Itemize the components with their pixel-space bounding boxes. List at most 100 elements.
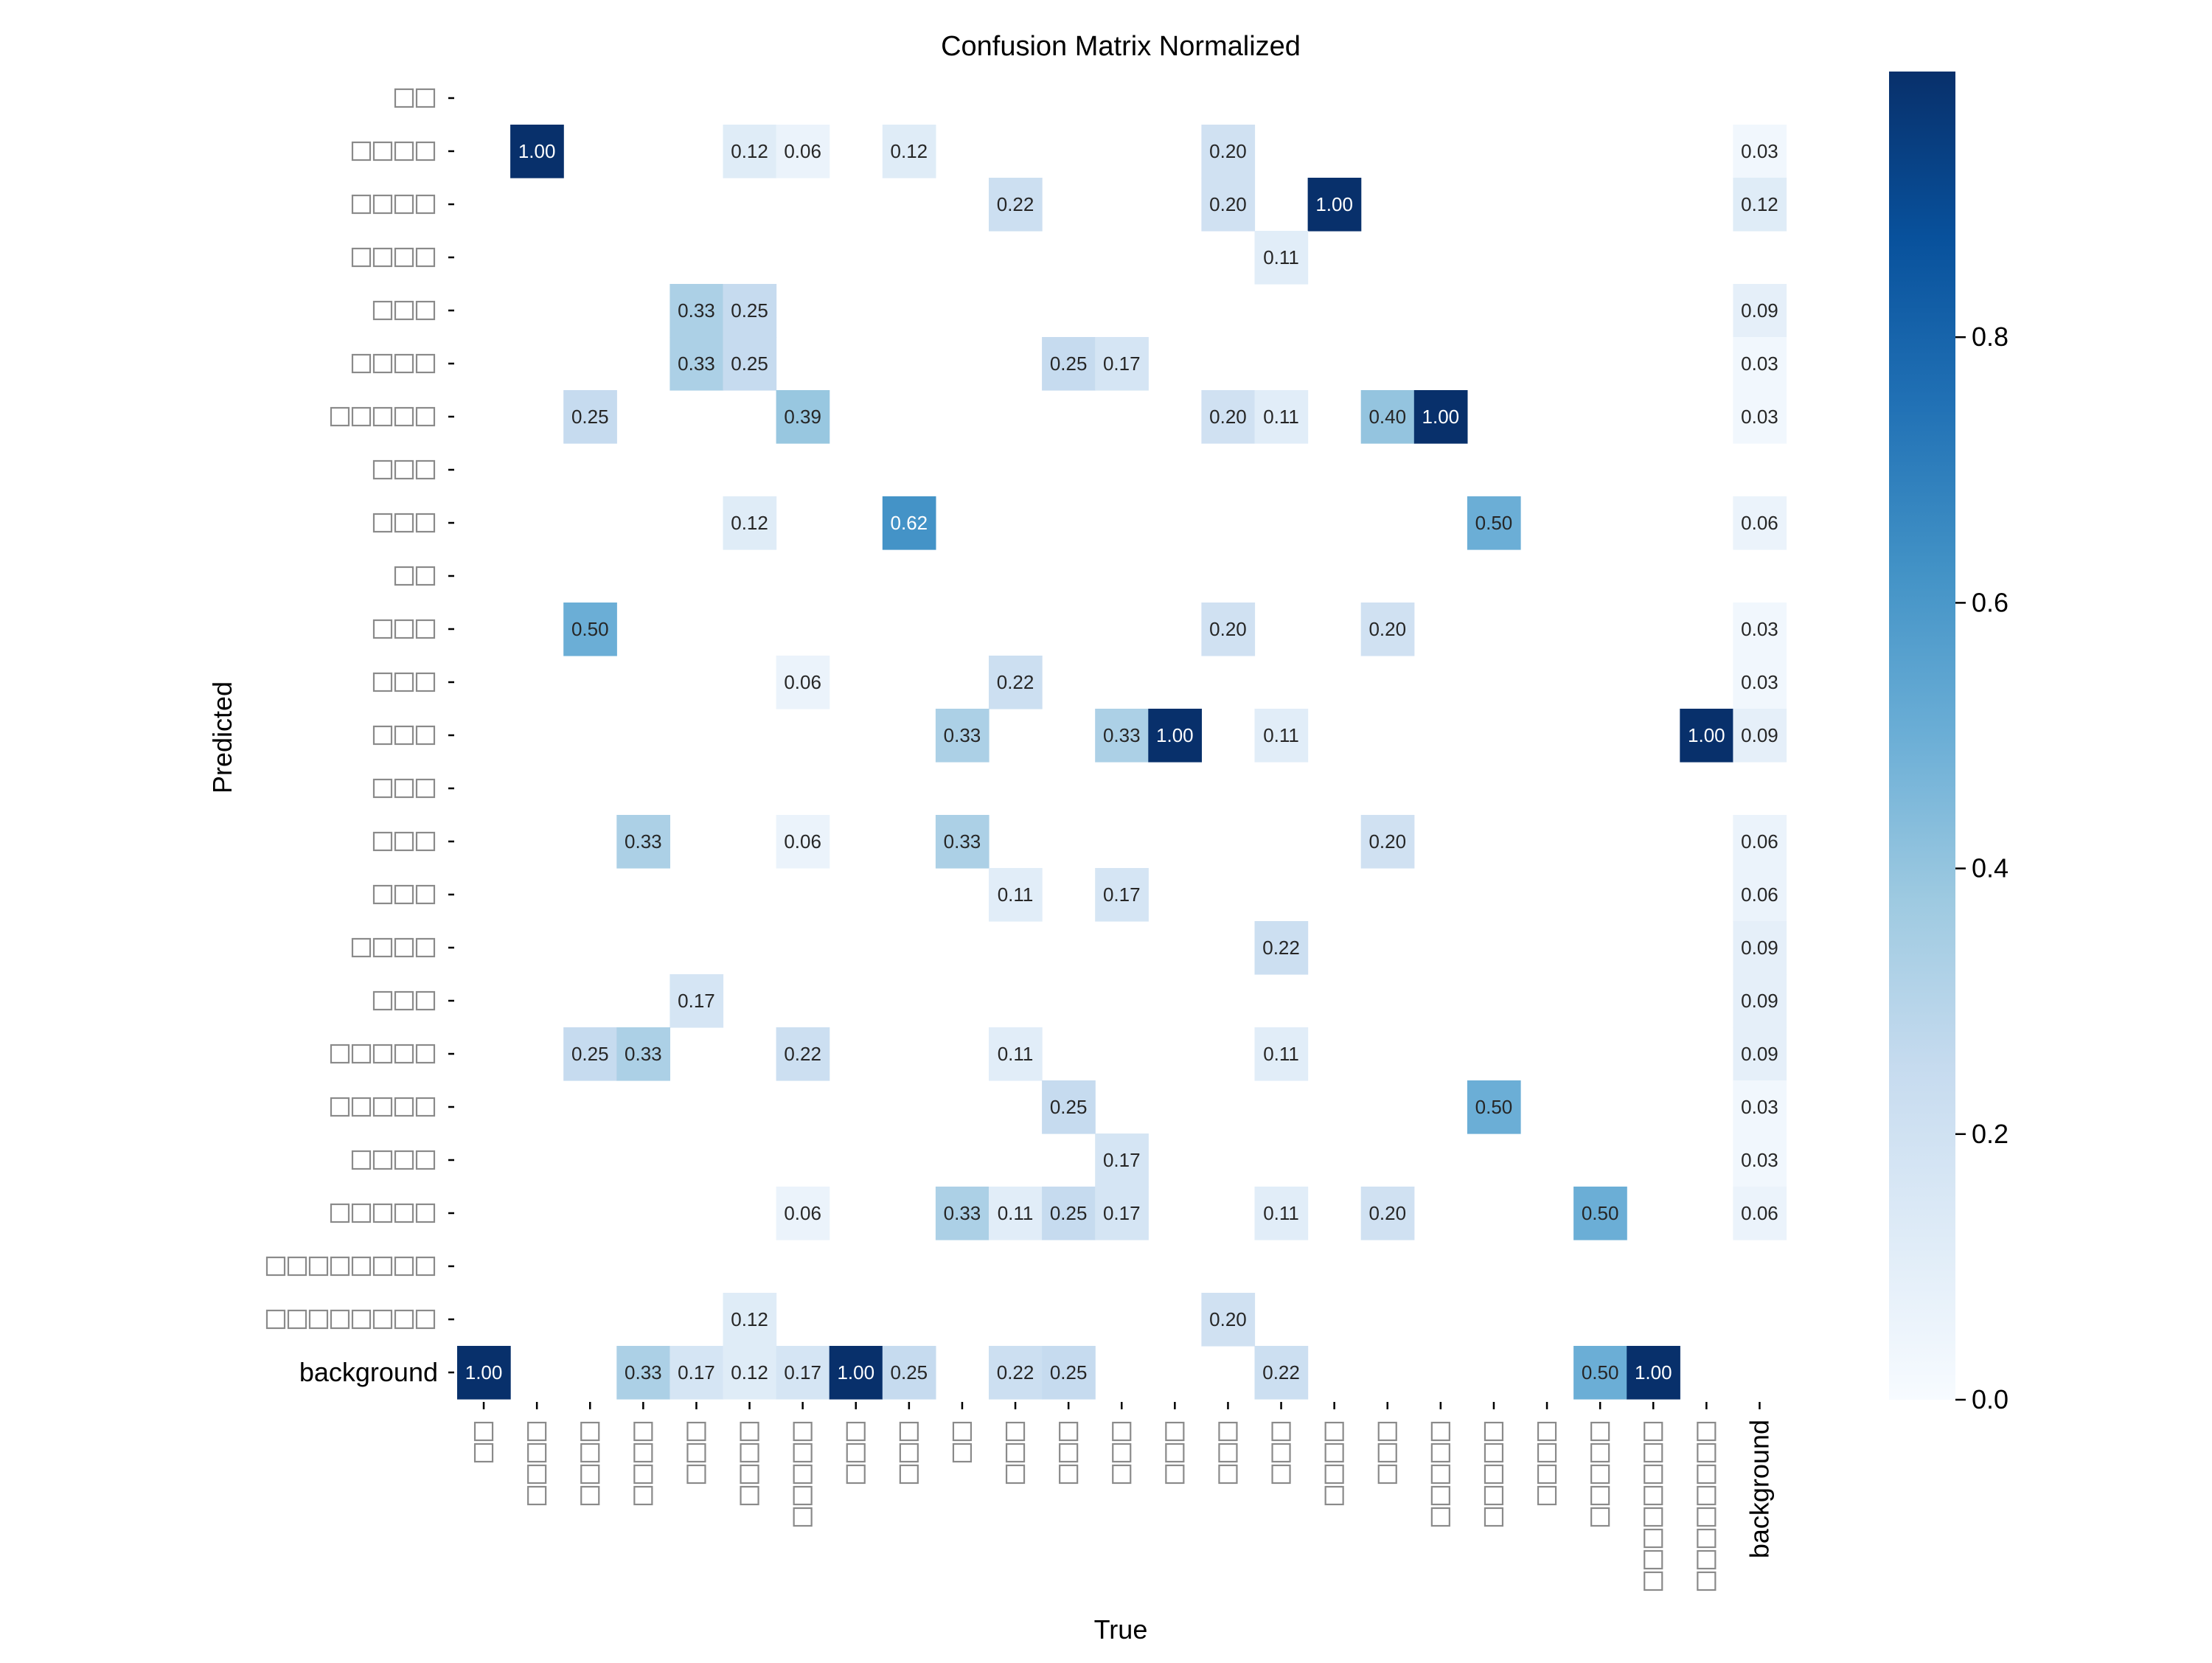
cell-value-label: 0.17 bbox=[1103, 1149, 1141, 1171]
x-tick-label: background bbox=[1744, 1420, 1774, 1558]
heatmap-cell bbox=[1573, 1187, 1627, 1240]
heatmap-cell bbox=[989, 1187, 1043, 1240]
cell-value-label: 0.33 bbox=[944, 724, 981, 746]
heatmap-cell bbox=[1733, 1080, 1787, 1134]
colorbar-tick-label: 0.0 bbox=[1972, 1384, 2008, 1414]
cell-value-label: 0.33 bbox=[625, 830, 662, 853]
cell-value-label: 0.03 bbox=[1741, 618, 1778, 640]
tick-label: □□□□ bbox=[527, 1421, 547, 1506]
cell-value-label: 0.33 bbox=[1103, 724, 1141, 746]
tick-label: □□□ bbox=[372, 513, 436, 533]
heatmap-cell bbox=[1042, 1346, 1096, 1400]
tick-label: □□□□ bbox=[351, 194, 436, 215]
heatmap-cell bbox=[882, 125, 936, 178]
cell-value-label: 1.00 bbox=[1315, 193, 1353, 215]
tick-label: □□ bbox=[952, 1421, 973, 1463]
heatmap-cell bbox=[1733, 921, 1787, 975]
heatmap-cell bbox=[882, 496, 936, 550]
heatmap-cell bbox=[1254, 1027, 1309, 1081]
heatmap-cell bbox=[563, 603, 617, 656]
tick-label: □□□ bbox=[1059, 1421, 1079, 1485]
heatmap-cell bbox=[935, 815, 990, 869]
tick-label: □□□ bbox=[372, 778, 436, 799]
cell-value-label: 0.20 bbox=[1209, 618, 1247, 640]
heatmap-cell bbox=[669, 284, 724, 338]
tick-label: □□□□□ bbox=[330, 1097, 436, 1117]
tick-label: □□□ bbox=[372, 672, 436, 692]
cell-value-label: 0.20 bbox=[1368, 830, 1406, 853]
cell-value-label: 0.50 bbox=[1582, 1202, 1619, 1224]
chart-title: Confusion Matrix Normalized bbox=[941, 31, 1301, 62]
cell-value-label: 1.00 bbox=[1156, 724, 1194, 746]
y-axis-ticks: □□□□□□□□□□□□□□□□□□□□□□□□□□□□□□□□□□□□□□□□… bbox=[265, 88, 454, 1387]
tick-label: □□ bbox=[394, 88, 436, 108]
tick-label: □□□□ bbox=[351, 141, 436, 162]
heatmap-cell bbox=[1095, 1187, 1149, 1240]
cell-value-label: 0.03 bbox=[1741, 1096, 1778, 1118]
x-axis-ticks: □□□□□□□□□□□□□□□□□□□□□□□□□□□□□□□□□□□□□□□□… bbox=[473, 1402, 1774, 1591]
tick-label: □□□□□ bbox=[793, 1421, 813, 1527]
heatmap-cell bbox=[829, 1346, 883, 1400]
heatmap-cell bbox=[563, 390, 617, 444]
tick-label: □□□ bbox=[1218, 1421, 1238, 1485]
tick-label: □□□□□ bbox=[330, 406, 436, 427]
cell-value-label: 0.22 bbox=[997, 671, 1034, 693]
cell-value-label: 0.25 bbox=[571, 1043, 609, 1065]
cell-value-label: 0.09 bbox=[1741, 1043, 1778, 1065]
tick-label: □□□ bbox=[372, 725, 436, 746]
cell-value-label: 0.12 bbox=[731, 1308, 768, 1330]
cell-value-label: 0.20 bbox=[1209, 406, 1247, 428]
cell-value-label: 0.22 bbox=[1262, 937, 1300, 959]
heatmap-cell bbox=[616, 815, 670, 869]
cell-value-label: 0.03 bbox=[1741, 353, 1778, 375]
x-axis-label: True bbox=[1094, 1614, 1148, 1645]
heatmap-cell bbox=[1201, 390, 1256, 444]
heatmap-cell bbox=[1733, 974, 1787, 1028]
heatmap-cell bbox=[1733, 1133, 1787, 1187]
cell-value-label: 0.20 bbox=[1209, 1308, 1247, 1330]
cell-value-label: 0.22 bbox=[784, 1043, 821, 1065]
tick-label: □□□□□ bbox=[330, 1203, 436, 1223]
heatmap-cell bbox=[723, 1293, 777, 1347]
cell-value-label: 0.50 bbox=[1475, 512, 1513, 534]
tick-label: □□□□ bbox=[633, 1421, 653, 1506]
heatmap-cell bbox=[563, 1027, 617, 1081]
cell-value-label: 0.06 bbox=[784, 140, 821, 162]
tick-label: □□□□□□□□ bbox=[1697, 1421, 1717, 1591]
tick-label: □□□□□□□□ bbox=[1644, 1421, 1663, 1591]
heatmap-cell bbox=[1733, 815, 1787, 869]
cell-value-label: 0.06 bbox=[1741, 883, 1778, 906]
colorbar-tick-label: 0.8 bbox=[1972, 322, 2008, 352]
cell-value-label: 0.17 bbox=[1103, 353, 1141, 375]
heatmap-cell bbox=[1627, 1346, 1680, 1400]
cell-value-label: 0.11 bbox=[1263, 246, 1299, 268]
heatmap-cell bbox=[1148, 709, 1202, 763]
heatmap-cell bbox=[723, 284, 777, 338]
cell-value-label: 0.17 bbox=[1103, 1202, 1141, 1224]
tick-label: □□□ bbox=[372, 831, 436, 852]
tick-label: □□□□□□□□ bbox=[265, 1256, 436, 1277]
heatmap-cell bbox=[1201, 125, 1256, 178]
cell-value-label: 0.09 bbox=[1741, 299, 1778, 322]
cell-value-label: 0.33 bbox=[625, 1361, 662, 1383]
heatmap-cell bbox=[616, 1027, 670, 1081]
cell-value-label: 0.20 bbox=[1368, 618, 1406, 640]
tick-label: □□□ bbox=[899, 1421, 919, 1485]
heatmap-cell bbox=[1201, 603, 1256, 656]
cell-value-label: 0.06 bbox=[784, 1202, 821, 1224]
heatmap-cell bbox=[1254, 709, 1309, 763]
tick-label: □□□ bbox=[372, 884, 436, 905]
cell-value-label: 0.09 bbox=[1741, 990, 1778, 1012]
heatmap-cell bbox=[723, 1346, 777, 1400]
tick-label: □□□□□□□□ bbox=[265, 1309, 436, 1330]
heatmap-cell bbox=[776, 656, 830, 709]
cell-value-label: 0.62 bbox=[891, 512, 928, 534]
heatmap-cell bbox=[1733, 390, 1787, 444]
cell-value-label: 1.00 bbox=[1422, 406, 1460, 428]
cell-value-label: 0.11 bbox=[1263, 406, 1299, 428]
heatmap-cell bbox=[989, 656, 1043, 709]
heatmap-cell bbox=[1733, 656, 1787, 709]
colorbar-tick-label: 0.6 bbox=[1972, 587, 2008, 617]
tick-label: □□□□ bbox=[1324, 1421, 1344, 1506]
tick-label: □□□□ bbox=[351, 353, 436, 374]
